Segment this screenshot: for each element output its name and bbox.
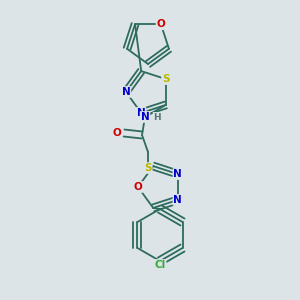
Text: Cl: Cl xyxy=(154,260,166,270)
Text: N: N xyxy=(137,108,146,118)
Text: O: O xyxy=(112,128,122,138)
Text: O: O xyxy=(157,19,165,29)
Text: N: N xyxy=(173,195,182,205)
Text: S: S xyxy=(144,163,152,173)
Text: N: N xyxy=(173,169,182,179)
Text: H: H xyxy=(153,112,161,122)
Text: N: N xyxy=(122,87,130,97)
Text: S: S xyxy=(162,74,169,84)
Text: N: N xyxy=(141,112,149,122)
Text: O: O xyxy=(134,182,142,192)
